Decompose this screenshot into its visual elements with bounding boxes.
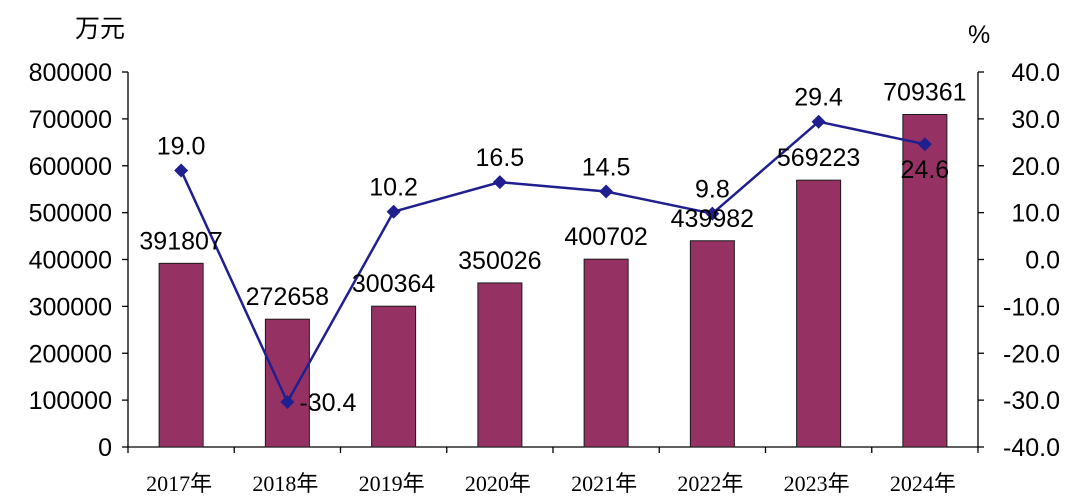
left-tick-label: 400000 bbox=[29, 247, 112, 275]
x-tick-label: 2019年 bbox=[359, 471, 425, 496]
line-point bbox=[599, 184, 614, 199]
line-value-label: 16.5 bbox=[476, 144, 525, 172]
line-point bbox=[174, 163, 189, 178]
right-tick-label: -30.0 bbox=[1003, 387, 1060, 415]
right-tick-label: 40.0 bbox=[1011, 59, 1060, 87]
bar-value-label: 400702 bbox=[564, 223, 647, 251]
bar-value-label: 569223 bbox=[777, 144, 860, 172]
bar-value-label: 709361 bbox=[883, 78, 966, 106]
line-path bbox=[179, 120, 926, 405]
right-tick-label: 20.0 bbox=[1011, 153, 1060, 181]
line-value-label: 24.6 bbox=[901, 156, 950, 184]
line-point bbox=[386, 204, 401, 219]
bar-value-label: 439982 bbox=[671, 205, 754, 233]
bar-value-label: 300364 bbox=[352, 270, 436, 298]
x-tick-label: 2023年 bbox=[784, 471, 850, 496]
left-tick-label: 200000 bbox=[29, 340, 112, 368]
left-axis-unit: 万元 bbox=[75, 15, 125, 43]
x-tick-label: 2018年 bbox=[252, 471, 318, 496]
bar bbox=[477, 282, 523, 448]
line-value-label: 14.5 bbox=[582, 154, 631, 182]
line-point bbox=[492, 175, 507, 190]
bar bbox=[902, 113, 948, 448]
x-tick-label: 2021年 bbox=[571, 471, 637, 496]
bar bbox=[371, 305, 417, 448]
left-tick-label: 500000 bbox=[29, 200, 112, 228]
x-tick-label: 2024年 bbox=[890, 471, 956, 496]
x-tick-label: 2020年 bbox=[465, 471, 531, 496]
bar-value-label: 272658 bbox=[246, 283, 329, 311]
left-tick-label: 100000 bbox=[29, 387, 112, 415]
left-tick-label: 0 bbox=[98, 434, 112, 462]
line-series bbox=[174, 114, 932, 409]
line-value-label: 9.8 bbox=[695, 176, 730, 204]
right-tick-label: 30.0 bbox=[1011, 106, 1060, 134]
x-tick-label: 2017年 bbox=[146, 471, 212, 496]
line-value-label: 10.2 bbox=[369, 174, 418, 202]
left-tick-label: 300000 bbox=[29, 293, 112, 321]
line-point bbox=[280, 395, 295, 409]
bar-series bbox=[158, 113, 948, 448]
left-tick-label: 600000 bbox=[29, 153, 112, 181]
bar bbox=[689, 240, 735, 448]
data-labels: 391807 272658 300364 350026 400702 439982 5692… bbox=[139, 78, 966, 417]
bar-value-label: 391807 bbox=[139, 227, 222, 255]
right-tick-label: -10.0 bbox=[1003, 293, 1060, 321]
right-tick-label: 10.0 bbox=[1011, 200, 1060, 228]
bar bbox=[583, 258, 629, 448]
right-tick-label: 0.0 bbox=[1025, 247, 1060, 275]
right-tick-label: -40.0 bbox=[1003, 434, 1060, 462]
bar-value-label: 350026 bbox=[458, 247, 541, 275]
bar bbox=[158, 262, 204, 448]
line-point bbox=[811, 114, 826, 129]
x-tick-label: 2022年 bbox=[677, 471, 743, 496]
left-tick-label: 800000 bbox=[29, 59, 112, 87]
line-value-label: 19.0 bbox=[157, 132, 206, 160]
left-tick-label: 700000 bbox=[29, 106, 112, 134]
bar bbox=[796, 179, 842, 448]
line-value-label: 29.4 bbox=[794, 84, 843, 112]
axes: 800000 700000 600000 500000 400000 300000 2000… bbox=[29, 59, 1060, 496]
line-point bbox=[917, 137, 932, 152]
bar bbox=[264, 318, 310, 448]
line-value-label: -30.4 bbox=[299, 389, 356, 417]
line-point bbox=[705, 206, 720, 221]
right-tick-label: -20.0 bbox=[1003, 340, 1060, 368]
right-axis-unit: % bbox=[968, 21, 990, 49]
